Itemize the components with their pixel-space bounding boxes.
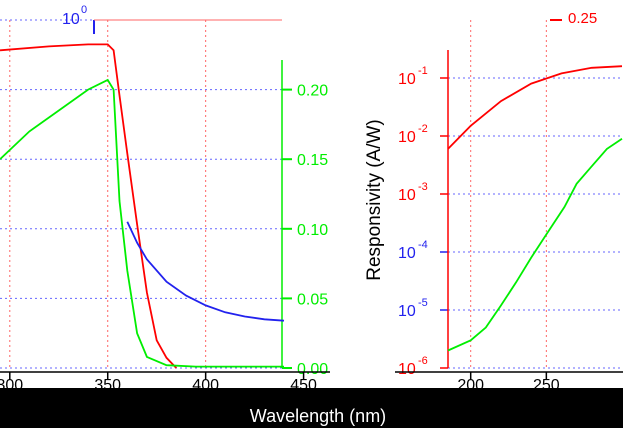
right-axis-tick-label: 0.05 xyxy=(297,291,328,308)
left-series-line-0 xyxy=(0,43,177,369)
right-axis-tick-label: 0.00 xyxy=(297,361,328,378)
right-y-tick-exponent: -6 xyxy=(418,355,428,367)
right-y-tick-exponent: -4 xyxy=(418,239,428,251)
right-series-line-1 xyxy=(447,137,623,352)
left-series-line-1 xyxy=(0,78,284,368)
right-y-tick-label: 10 xyxy=(398,245,416,262)
left-series-line-2 xyxy=(126,221,285,322)
right-y-tick-exponent: -1 xyxy=(418,65,428,77)
right-y-tick-exponent: -2 xyxy=(418,123,428,135)
right-y-tick-label: 10 xyxy=(398,129,416,146)
bottom-band-rect xyxy=(0,388,623,428)
right-y-tick-label: 10 xyxy=(398,71,416,88)
right-series-line-0 xyxy=(447,65,623,150)
x-axis-title: Wavelength (nm) xyxy=(250,406,386,426)
right-axis-tick-label: 0.15 xyxy=(297,152,328,169)
right-y-tick-exponent: -3 xyxy=(418,181,428,193)
left-axis-tick-label: 10 xyxy=(62,11,80,28)
right-axis-tick-label: 0.20 xyxy=(297,83,328,100)
right-axis-tick-label: 0.25 xyxy=(568,10,597,27)
y-axis-title: Responsivity (A/W) xyxy=(364,119,385,281)
right-y-tick-exponent: -5 xyxy=(418,297,428,309)
bottom-band: Wavelength (nm) xyxy=(0,388,623,428)
right-y-tick-label: 10 xyxy=(398,361,416,378)
right-axis-tick-label: 0.10 xyxy=(297,222,328,239)
right-y-tick-label: 10 xyxy=(398,303,416,320)
left-axis-tick-exponent: 0 xyxy=(81,4,87,16)
right-y-tick-label: 10 xyxy=(398,187,416,204)
